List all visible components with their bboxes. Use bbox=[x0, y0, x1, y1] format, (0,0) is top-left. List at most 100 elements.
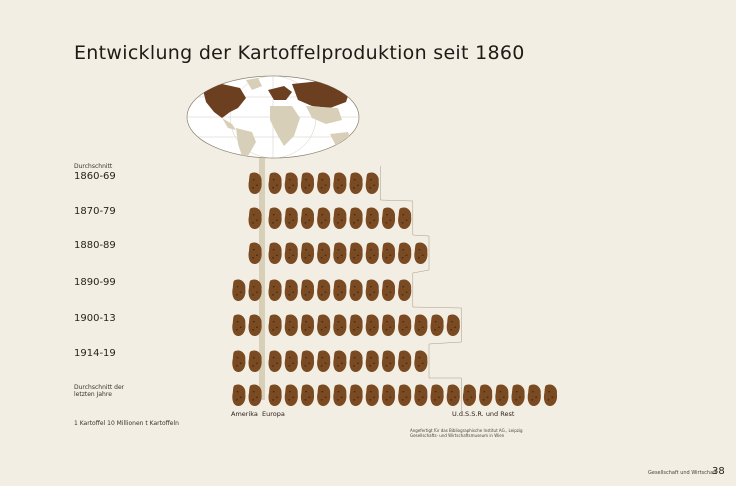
row-caption-6: Durchschnitt der letzten Jahre bbox=[74, 384, 125, 398]
potato-r6-europa-0 bbox=[268, 384, 282, 407]
potato-r6-rest-4 bbox=[527, 384, 541, 407]
potato-r4-europa-4 bbox=[333, 314, 347, 337]
potato-r6-europa-10 bbox=[430, 384, 444, 407]
unit-legend: 1 Kartoffel 10 Millionen t Kartoffeln bbox=[74, 420, 179, 427]
potato-r2-europa-4 bbox=[333, 242, 347, 265]
potato-r2-europa-8 bbox=[398, 242, 412, 265]
potato-r6-europa-3 bbox=[317, 384, 331, 407]
potato-r2-europa-9 bbox=[414, 242, 428, 265]
potato-r6-rest-3 bbox=[511, 384, 525, 407]
potato-r5-europa-5 bbox=[349, 350, 363, 373]
potato-r2-europa-5 bbox=[349, 242, 363, 265]
potato-r6-europa-11 bbox=[446, 384, 460, 407]
potato-r1-europa-7 bbox=[381, 207, 396, 230]
potato-r6-europa-7 bbox=[381, 384, 396, 407]
potato-r3-europa-2 bbox=[300, 279, 315, 302]
row-label-4: 1900-13 bbox=[74, 313, 116, 324]
potato-r5-europa-3 bbox=[317, 350, 331, 373]
potato-r4-europa-1 bbox=[284, 314, 298, 337]
potato-r1-europa-6 bbox=[365, 207, 379, 230]
potato-r3-amerika-0 bbox=[248, 279, 262, 302]
potato-r0-europa-0 bbox=[268, 172, 282, 195]
potato-r4-europa-3 bbox=[317, 314, 331, 337]
region-label-amerika: Amerika bbox=[231, 410, 258, 418]
region-boundary-line bbox=[380, 166, 462, 412]
potato-r2-europa-0 bbox=[268, 242, 282, 265]
potato-r6-europa-5 bbox=[349, 384, 363, 407]
potato-r3-europa-6 bbox=[365, 279, 379, 302]
row-caption-0: Durchschnitt bbox=[74, 163, 113, 170]
potato-r1-europa-4 bbox=[333, 207, 347, 230]
potato-r6-europa-6 bbox=[365, 384, 379, 407]
potato-r4-europa-10 bbox=[430, 314, 444, 337]
potato-r6-rest-5 bbox=[543, 384, 558, 407]
potato-r0-europa-5 bbox=[349, 172, 363, 195]
potato-r4-europa-11 bbox=[446, 314, 460, 337]
potato-r2-europa-7 bbox=[381, 242, 396, 265]
potato-r3-europa-3 bbox=[317, 279, 331, 302]
potato-r1-europa-3 bbox=[317, 207, 331, 230]
potato-r4-amerika-1 bbox=[232, 314, 246, 337]
page-number: 38 bbox=[712, 466, 725, 477]
potato-r3-amerika-1 bbox=[232, 279, 246, 302]
potato-r0-europa-6 bbox=[365, 172, 379, 195]
potato-r3-europa-1 bbox=[284, 279, 298, 302]
potato-r6-europa-1 bbox=[284, 384, 298, 407]
potato-r5-amerika-0 bbox=[248, 350, 262, 373]
potato-r4-europa-9 bbox=[414, 314, 428, 337]
potato-r2-europa-6 bbox=[365, 242, 379, 265]
potato-r3-europa-7 bbox=[381, 279, 396, 302]
credit-text: Angefertigt für das Bibliographische Ins… bbox=[410, 428, 523, 438]
potato-r0-amerika-0 bbox=[248, 172, 262, 195]
row-label-5: 1914-19 bbox=[74, 348, 116, 359]
potato-r3-europa-8 bbox=[398, 279, 412, 302]
potato-r1-europa-0 bbox=[268, 207, 282, 230]
potato-r6-rest-1 bbox=[479, 384, 493, 407]
potato-r1-amerika-0 bbox=[248, 207, 262, 230]
potato-r6-amerika-0 bbox=[248, 384, 262, 407]
row-label-1: 1870-79 bbox=[74, 206, 116, 217]
potato-r0-europa-4 bbox=[333, 172, 347, 195]
potato-r0-europa-2 bbox=[300, 172, 315, 195]
potato-r6-rest-0 bbox=[462, 384, 477, 407]
potato-r2-europa-1 bbox=[284, 242, 298, 265]
row-label-0: 1860-69 bbox=[74, 171, 116, 182]
potato-r5-europa-9 bbox=[414, 350, 428, 373]
chart-title: Entwicklung der Kartoffelproduktion seit… bbox=[74, 42, 525, 64]
potato-r5-europa-2 bbox=[300, 350, 315, 373]
potato-r4-europa-8 bbox=[398, 314, 412, 337]
potato-r6-amerika-1 bbox=[232, 384, 246, 407]
potato-r0-europa-1 bbox=[284, 172, 298, 195]
potato-r6-europa-2 bbox=[300, 384, 315, 407]
potato-r4-europa-5 bbox=[349, 314, 363, 337]
potato-r5-europa-1 bbox=[284, 350, 298, 373]
row-label-3: 1890-99 bbox=[74, 277, 116, 288]
potato-r1-europa-8 bbox=[398, 207, 412, 230]
potato-r2-europa-2 bbox=[300, 242, 315, 265]
potato-r5-europa-6 bbox=[365, 350, 379, 373]
potato-r4-europa-7 bbox=[381, 314, 396, 337]
row-label-2: 1880-89 bbox=[74, 240, 116, 251]
potato-r2-amerika-0 bbox=[248, 242, 262, 265]
potato-r5-amerika-1 bbox=[232, 350, 246, 373]
potato-r4-amerika-0 bbox=[248, 314, 262, 337]
potato-r5-europa-8 bbox=[398, 350, 412, 373]
potato-r5-europa-4 bbox=[333, 350, 347, 373]
potato-r1-europa-5 bbox=[349, 207, 363, 230]
potato-r4-europa-0 bbox=[268, 314, 282, 337]
potato-r6-europa-9 bbox=[414, 384, 428, 407]
potato-r3-europa-5 bbox=[349, 279, 363, 302]
region-label-europa: Europa bbox=[262, 410, 285, 418]
potato-r1-europa-1 bbox=[284, 207, 298, 230]
potato-r5-europa-7 bbox=[381, 350, 396, 373]
potato-r0-europa-3 bbox=[317, 172, 331, 195]
footer-section: Gesellschaft und Wirtschaft bbox=[648, 470, 717, 476]
potato-r6-rest-2 bbox=[495, 384, 509, 407]
potato-r3-europa-0 bbox=[268, 279, 282, 302]
potato-r1-europa-2 bbox=[300, 207, 315, 230]
potato-r4-europa-6 bbox=[365, 314, 379, 337]
potato-r5-europa-0 bbox=[268, 350, 282, 373]
